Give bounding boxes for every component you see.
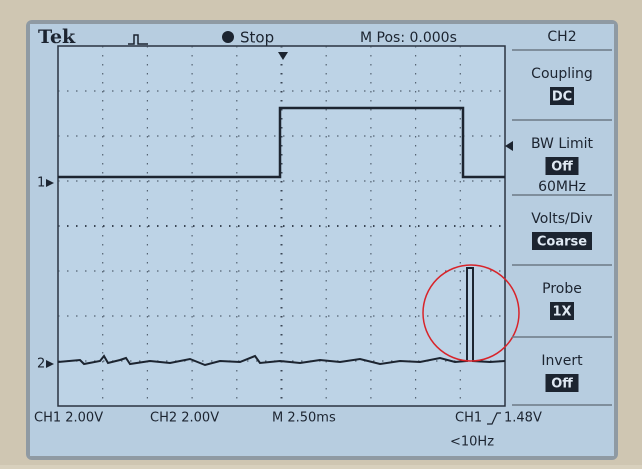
menu-note: 60MHz — [538, 179, 586, 195]
ch1-trace — [58, 106, 505, 179]
menu-value: Off — [551, 160, 573, 175]
ch2-scale: CH2 2.00V — [150, 411, 219, 426]
ch2-arrow — [46, 360, 54, 368]
menu-label: Coupling — [531, 66, 593, 82]
menu-value-box — [532, 232, 592, 250]
menu-value: Off — [551, 377, 573, 392]
trigger-level: 1.48V — [504, 411, 542, 426]
brand: Tek — [38, 26, 76, 48]
menu-label: Invert — [541, 353, 583, 369]
trigger-level-marker — [505, 141, 513, 151]
menu-value-box — [550, 302, 574, 320]
frequency: <10Hz — [450, 435, 494, 450]
menu-label: Volts/Div — [531, 211, 592, 227]
run-state: Stop — [240, 29, 274, 47]
menu-title: CH2 — [547, 29, 576, 45]
ch2-marker: 2 — [37, 357, 45, 372]
ch1-arrow — [46, 179, 54, 187]
menu-label: BW Limit — [531, 136, 594, 152]
trigger-slope — [487, 412, 501, 425]
menu-value-box — [550, 87, 574, 105]
menu-value: 1X — [552, 305, 571, 320]
stop-icon — [222, 31, 234, 43]
ch1-scale: CH1 2.00V — [34, 411, 103, 426]
menu-label: Probe — [542, 281, 582, 297]
trigger-pos-marker — [278, 52, 288, 60]
grid — [58, 46, 505, 406]
menu-value: DC — [552, 90, 572, 105]
side-menu: CH2 Coupling DC BW Limit Off 60MHz Volts/Div C… — [512, 29, 612, 406]
timebase: M 2.50ms — [272, 411, 336, 426]
ch2-trace — [57, 267, 506, 367]
position: M Pos: 0.000s — [360, 30, 457, 46]
trigger-source: CH1 — [455, 411, 482, 426]
highlight-circle — [422, 264, 520, 362]
menu-value: Coarse — [537, 235, 587, 250]
ch1-marker: 1 — [37, 176, 45, 191]
menu-value-box — [545, 157, 579, 175]
acq-icon — [128, 34, 148, 45]
menu-value-box — [545, 374, 579, 392]
